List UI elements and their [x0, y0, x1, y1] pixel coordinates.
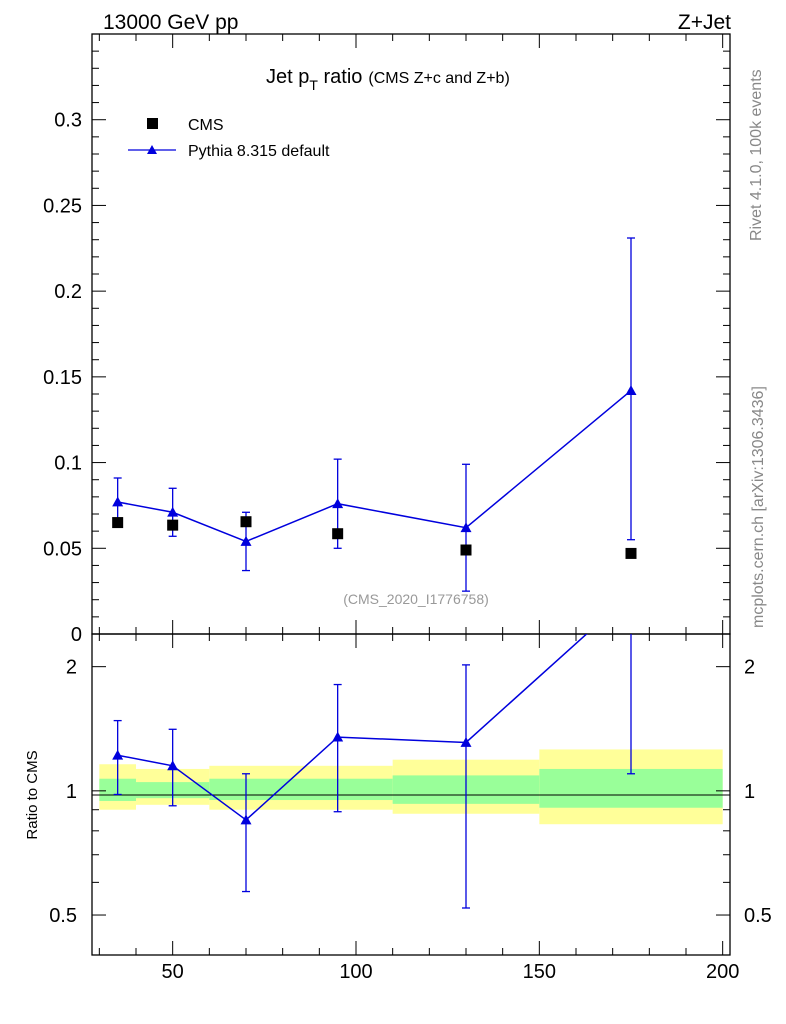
ratio-tick-label-right-1: 1 — [744, 781, 755, 803]
x-tick-label-0: 50 — [162, 961, 184, 983]
legend-mc-label: Pythia 8.315 default — [188, 143, 330, 160]
title-sub: T — [309, 77, 318, 93]
rivet-label: Rivet 4.1.0, 100k events — [748, 69, 765, 241]
header-left: 13000 GeV pp — [103, 11, 238, 34]
pythia-point-4 — [460, 522, 472, 533]
x-tick-label-2: 150 — [523, 961, 556, 983]
y-tick-label-4: 0.1 — [54, 453, 82, 475]
ratio-tick-label-right-2: 0.5 — [744, 905, 772, 927]
pythia-point-3 — [332, 498, 344, 509]
title-small: (CMS Z+c and Z+b) — [368, 70, 509, 87]
ratio-point-0 — [112, 749, 124, 760]
title-main: Jet p — [266, 66, 309, 88]
x-tick-label-3: 200 — [706, 961, 739, 983]
cms-point-5 — [625, 547, 637, 559]
pythia-point-2 — [240, 535, 252, 546]
ratio-ylabel: Ratio to CMS — [24, 750, 41, 839]
pythia-point-0 — [112, 496, 124, 507]
cms-point-2 — [240, 516, 252, 528]
mcplots-label: mcplots.cern.ch [arXiv:1306.3436] — [750, 386, 767, 628]
ratio-tick-label-right-0: 2 — [744, 657, 755, 679]
legend-cms-label: CMS — [188, 117, 224, 134]
ratio-point-3 — [332, 731, 344, 742]
pythia-point-1 — [167, 506, 179, 517]
cms-point-4 — [460, 544, 472, 556]
y-tick-label-0: 0.3 — [54, 110, 82, 132]
y-tick-label-5: 0.05 — [43, 538, 82, 560]
ratio-plot-data — [112, 589, 637, 909]
axis-ticks — [92, 33, 730, 956]
ratio-tick-label-left-0: 2 — [66, 657, 77, 679]
y-tick-label-1: 0.25 — [43, 195, 82, 217]
tick-labels: 50 100 150 200 0.3 0.25 0.2 0.15 0.1 0.05 0 2 2 1 1 0.5… — [43, 110, 772, 983]
ratio-point-2 — [240, 814, 252, 825]
y-tick-label-6: 0 — [71, 624, 82, 646]
title-rest: ratio — [318, 66, 362, 88]
y-tick-label-3: 0.15 — [43, 367, 82, 389]
pythia-line — [117, 389, 632, 543]
ratio-line — [117, 634, 588, 821]
cms-point-0 — [112, 517, 124, 529]
ratio-point-1 — [167, 760, 179, 771]
cms-point-3 — [332, 528, 344, 540]
x-tick-label-1: 100 — [339, 961, 372, 983]
ratio-tick-label-left-2: 0.5 — [49, 905, 77, 927]
legend-cms-marker — [147, 118, 158, 129]
band-inner-4 — [539, 768, 723, 808]
legend-mc-marker — [147, 145, 157, 154]
pythia-point-5 — [625, 385, 637, 395]
header-right: Z+Jet — [678, 11, 731, 34]
ratio-point-4 — [460, 736, 472, 747]
chart-title: Jet pT ratio (CMS Z+c and Z+b) — [266, 66, 510, 93]
cms-point-1 — [167, 519, 179, 531]
analysis-id: (CMS_2020_I1776758) — [343, 591, 489, 607]
ratio-tick-label-left-1: 1 — [66, 781, 77, 803]
uncertainty-bands — [99, 749, 723, 825]
y-tick-label-2: 0.2 — [54, 281, 82, 303]
band-inner-2 — [209, 778, 393, 801]
main-plot-data — [112, 237, 637, 592]
ratio-point-5 — [626, 589, 637, 599]
